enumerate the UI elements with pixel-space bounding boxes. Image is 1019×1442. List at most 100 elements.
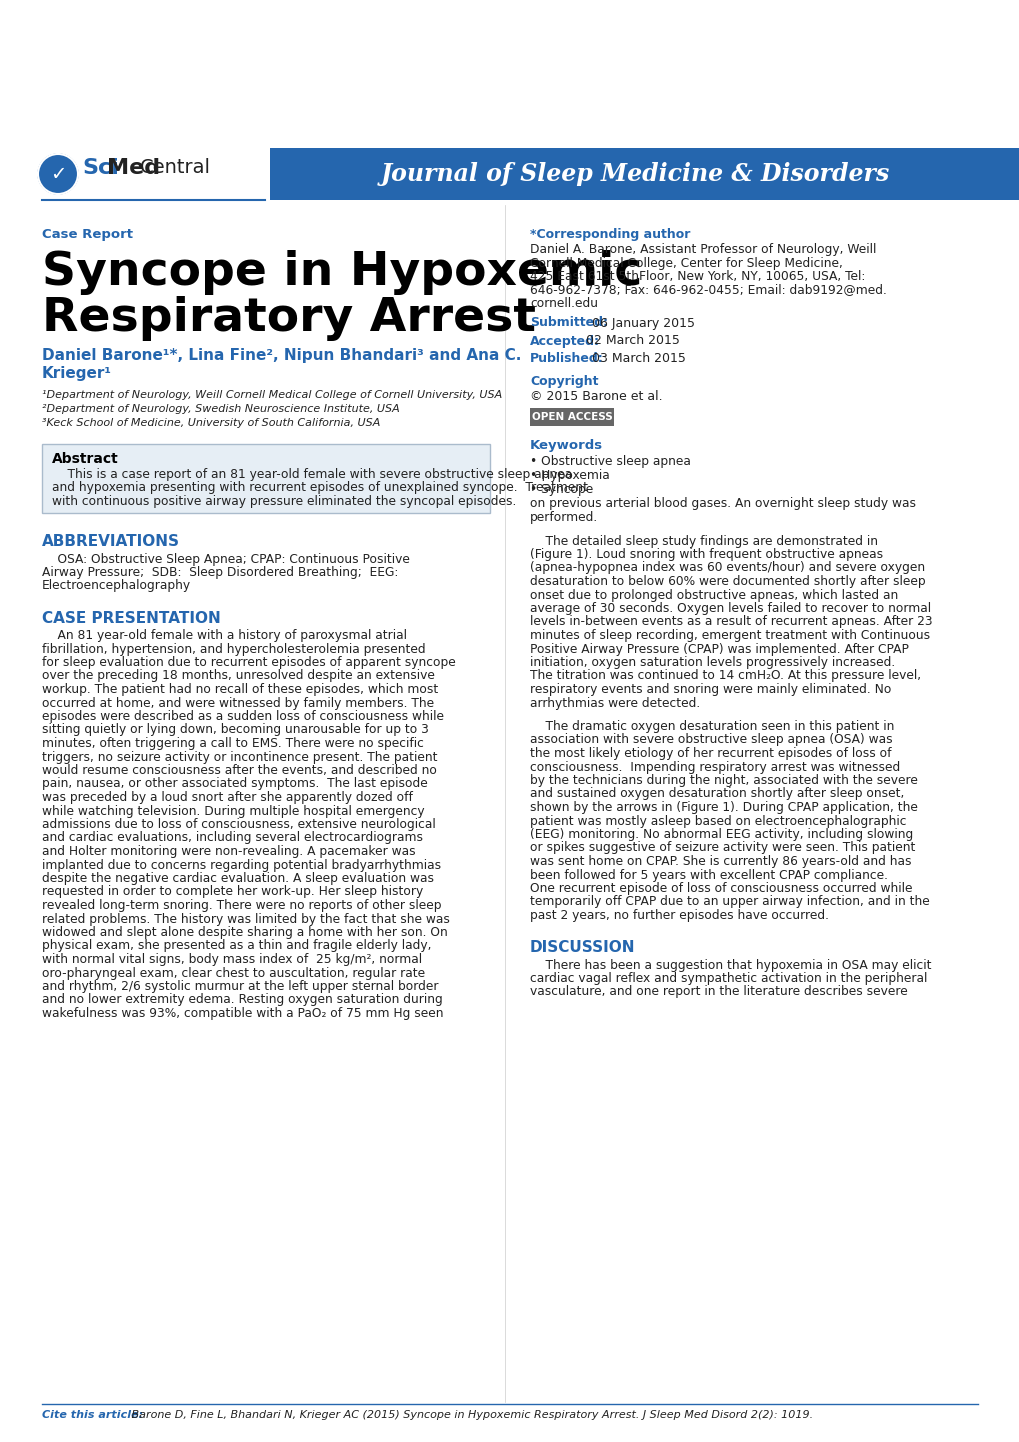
Text: wakefulness was 93%, compatible with a PaO₂ of 75 mm Hg seen: wakefulness was 93%, compatible with a P… [42, 1007, 443, 1019]
Text: ²Department of Neurology, Swedish Neuroscience Institute, USA: ²Department of Neurology, Swedish Neuros… [42, 404, 399, 414]
Text: and no lower extremity edema. Resting oxygen saturation during: and no lower extremity edema. Resting ox… [42, 994, 442, 1007]
Text: would resume consciousness after the events, and described no: would resume consciousness after the eve… [42, 764, 436, 777]
Text: performed.: performed. [530, 510, 598, 523]
Text: been followed for 5 years with excellent CPAP compliance.: been followed for 5 years with excellent… [530, 868, 888, 881]
Text: episodes were described as a sudden loss of consciousness while: episodes were described as a sudden loss… [42, 709, 443, 722]
Text: Electroencephalography: Electroencephalography [42, 580, 191, 593]
Text: and rhythm, 2/6 systolic murmur at the left upper sternal border: and rhythm, 2/6 systolic murmur at the l… [42, 981, 438, 994]
Text: cornell.edu: cornell.edu [530, 297, 597, 310]
Text: vasculature, and one report in the literature describes severe: vasculature, and one report in the liter… [530, 985, 907, 998]
Text: with normal vital signs, body mass index of  25 kg/m², normal: with normal vital signs, body mass index… [42, 953, 422, 966]
Text: The detailed sleep study findings are demonstrated in: The detailed sleep study findings are de… [530, 535, 877, 548]
Text: Med: Med [107, 159, 160, 177]
Text: oro-pharyngeal exam, clear chest to auscultation, regular rate: oro-pharyngeal exam, clear chest to ausc… [42, 966, 425, 979]
Circle shape [38, 154, 77, 195]
Text: Airway Pressure;  SDB:  Sleep Disordered Breathing;  EEG:: Airway Pressure; SDB: Sleep Disordered B… [42, 567, 398, 580]
Text: An 81 year-old female with a history of paroxysmal atrial: An 81 year-old female with a history of … [42, 629, 407, 642]
Text: Submitted:: Submitted: [530, 316, 607, 330]
Text: revealed long-term snoring. There were no reports of other sleep: revealed long-term snoring. There were n… [42, 898, 441, 911]
Text: 425 East 61st 5thFloor, New York, NY, 10065, USA, Tel:: 425 East 61st 5thFloor, New York, NY, 10… [530, 270, 864, 283]
Text: arrhythmias were detected.: arrhythmias were detected. [530, 696, 700, 709]
Text: *Corresponding author: *Corresponding author [530, 228, 690, 241]
Text: and sustained oxygen desaturation shortly after sleep onset,: and sustained oxygen desaturation shortl… [530, 787, 904, 800]
Text: The titration was continued to 14 cmH₂O. At this pressure level,: The titration was continued to 14 cmH₂O.… [530, 669, 920, 682]
Text: shown by the arrows in (Figure 1). During CPAP application, the: shown by the arrows in (Figure 1). Durin… [530, 800, 917, 813]
Text: triggers, no seizure activity or incontinence present. The patient: triggers, no seizure activity or inconti… [42, 750, 437, 763]
Text: 06 January 2015: 06 January 2015 [587, 316, 694, 330]
Text: • Syncope: • Syncope [530, 483, 593, 496]
Text: minutes of sleep recording, emergent treatment with Continuous: minutes of sleep recording, emergent tre… [530, 629, 929, 642]
Text: or spikes suggestive of seizure activity were seen. This patient: or spikes suggestive of seizure activity… [530, 842, 914, 855]
Text: average of 30 seconds. Oxygen levels failed to recover to normal: average of 30 seconds. Oxygen levels fai… [530, 601, 930, 614]
Text: Barone D, Fine L, Bhandari N, Krieger AC (2015) Syncope in Hypoxemic Respiratory: Barone D, Fine L, Bhandari N, Krieger AC… [128, 1410, 813, 1420]
Text: Respiratory Arrest: Respiratory Arrest [42, 296, 535, 340]
Text: 02 March 2015: 02 March 2015 [582, 335, 680, 348]
Text: workup. The patient had no recall of these episodes, which most: workup. The patient had no recall of the… [42, 684, 438, 696]
Text: Syncope in Hypoxemic: Syncope in Hypoxemic [42, 249, 642, 296]
Text: on previous arterial blood gases. An overnight sleep study was: on previous arterial blood gases. An ove… [530, 497, 915, 510]
FancyBboxPatch shape [42, 444, 489, 512]
Text: The dramatic oxygen desaturation seen in this patient in: The dramatic oxygen desaturation seen in… [530, 720, 894, 733]
Text: ✓: ✓ [50, 164, 66, 183]
Text: 646-962-7378; Fax: 646-962-0455; Email: dab9192@med.: 646-962-7378; Fax: 646-962-0455; Email: … [530, 284, 886, 297]
Text: Cite this article:: Cite this article: [42, 1410, 143, 1420]
Text: DISCUSSION: DISCUSSION [530, 940, 635, 956]
Text: Published:: Published: [530, 352, 603, 365]
Text: Daniel A. Barone, Assistant Professor of Neurology, Weill: Daniel A. Barone, Assistant Professor of… [530, 244, 875, 257]
Text: respiratory events and snoring were mainly eliminated. No: respiratory events and snoring were main… [530, 684, 891, 696]
Text: Central: Central [140, 159, 211, 177]
Text: temporarily off CPAP due to an upper airway infection, and in the: temporarily off CPAP due to an upper air… [530, 895, 929, 908]
Text: (apnea-hypopnea index was 60 events/hour) and severe oxygen: (apnea-hypopnea index was 60 events/hour… [530, 561, 924, 574]
Text: Case Report: Case Report [42, 228, 132, 241]
Text: pain, nausea, or other associated symptoms.  The last episode: pain, nausea, or other associated sympto… [42, 777, 427, 790]
Text: Krieger¹: Krieger¹ [42, 366, 112, 381]
Text: cardiac vagal reflex and sympathetic activation in the peripheral: cardiac vagal reflex and sympathetic act… [530, 972, 926, 985]
Text: and Holter monitoring were non-revealing. A pacemaker was: and Holter monitoring were non-revealing… [42, 845, 415, 858]
Text: Cornell Medical College, Center for Sleep Medicine,: Cornell Medical College, Center for Slee… [530, 257, 842, 270]
Text: CASE PRESENTATION: CASE PRESENTATION [42, 611, 220, 626]
Text: One recurrent episode of loss of consciousness occurred while: One recurrent episode of loss of conscio… [530, 883, 912, 895]
Text: OSA: Obstructive Sleep Apnea; CPAP: Continuous Positive: OSA: Obstructive Sleep Apnea; CPAP: Cont… [42, 552, 410, 565]
Text: Journal of Sleep Medicine & Disorders: Journal of Sleep Medicine & Disorders [380, 162, 889, 186]
Text: association with severe obstructive sleep apnea (OSA) was: association with severe obstructive slee… [530, 734, 892, 747]
Text: physical exam, she presented as a thin and fragile elderly lady,: physical exam, she presented as a thin a… [42, 940, 431, 953]
Text: onset due to prolonged obstructive apneas, which lasted an: onset due to prolonged obstructive apnea… [530, 588, 898, 601]
Text: Sci: Sci [82, 159, 119, 177]
Bar [270, 149, 1019, 200]
Text: and cardiac evaluations, including several electrocardiograms: and cardiac evaluations, including sever… [42, 832, 423, 845]
Text: ³Keck School of Medicine, University of South California, USA: ³Keck School of Medicine, University of … [42, 418, 380, 428]
Text: admissions due to loss of consciousness, extensive neurological: admissions due to loss of consciousness,… [42, 818, 435, 831]
Text: widowed and slept alone despite sharing a home with her son. On: widowed and slept alone despite sharing … [42, 926, 447, 939]
Bar [530, 408, 613, 425]
Text: ¹Department of Neurology, Weill Cornell Medical College of Cornell University, U: ¹Department of Neurology, Weill Cornell … [42, 389, 501, 399]
Text: occurred at home, and were witnessed by family members. The: occurred at home, and were witnessed by … [42, 696, 434, 709]
Text: the most likely etiology of her recurrent episodes of loss of: the most likely etiology of her recurren… [530, 747, 891, 760]
Text: related problems. The history was limited by the fact that she was: related problems. The history was limite… [42, 913, 449, 926]
Text: with continuous positive airway pressure eliminated the syncopal episodes.: with continuous positive airway pressure… [52, 495, 516, 508]
Text: implanted due to concerns regarding potential bradyarrhythmias: implanted due to concerns regarding pote… [42, 858, 440, 871]
Text: • Hypoxemia: • Hypoxemia [530, 470, 609, 483]
Text: (EEG) monitoring. No abnormal EEG activity, including slowing: (EEG) monitoring. No abnormal EEG activi… [530, 828, 912, 841]
Text: minutes, often triggering a call to EMS. There were no specific: minutes, often triggering a call to EMS.… [42, 737, 424, 750]
Text: Daniel Barone¹*, Lina Fine², Nipun Bhandari³ and Ana C.: Daniel Barone¹*, Lina Fine², Nipun Bhand… [42, 348, 521, 363]
Text: Abstract: Abstract [52, 451, 118, 466]
Text: (Figure 1). Loud snoring with frequent obstructive apneas: (Figure 1). Loud snoring with frequent o… [530, 548, 882, 561]
Text: sitting quietly or lying down, becoming unarousable for up to 3: sitting quietly or lying down, becoming … [42, 724, 428, 737]
Text: requested in order to complete her work-up. Her sleep history: requested in order to complete her work-… [42, 885, 423, 898]
Text: OPEN ACCESS: OPEN ACCESS [531, 411, 611, 421]
Text: ABBREVIATIONS: ABBREVIATIONS [42, 535, 179, 549]
Text: Positive Airway Pressure (CPAP) was implemented. After CPAP: Positive Airway Pressure (CPAP) was impl… [530, 643, 908, 656]
Text: by the technicians during the night, associated with the severe: by the technicians during the night, ass… [530, 774, 917, 787]
Text: Accepted:: Accepted: [530, 335, 599, 348]
Text: patient was mostly asleep based on electroencephalographic: patient was mostly asleep based on elect… [530, 815, 906, 828]
Text: Copyright: Copyright [530, 375, 598, 388]
Text: and hypoxemia presenting with recurrent episodes of unexplained syncope.  Treatm: and hypoxemia presenting with recurrent … [52, 482, 587, 495]
Text: over the preceding 18 months, unresolved despite an extensive: over the preceding 18 months, unresolved… [42, 669, 434, 682]
Text: consciousness.  Impending respiratory arrest was witnessed: consciousness. Impending respiratory arr… [530, 760, 900, 773]
Text: was preceded by a loud snort after she apparently dozed off: was preceded by a loud snort after she a… [42, 792, 413, 805]
Text: desaturation to below 60% were documented shortly after sleep: desaturation to below 60% were documente… [530, 575, 924, 588]
Text: past 2 years, no further episodes have occurred.: past 2 years, no further episodes have o… [530, 908, 828, 921]
Text: 03 March 2015: 03 March 2015 [587, 352, 685, 365]
Text: initiation, oxygen saturation levels progressively increased.: initiation, oxygen saturation levels pro… [530, 656, 895, 669]
Text: © 2015 Barone et al.: © 2015 Barone et al. [530, 389, 662, 402]
